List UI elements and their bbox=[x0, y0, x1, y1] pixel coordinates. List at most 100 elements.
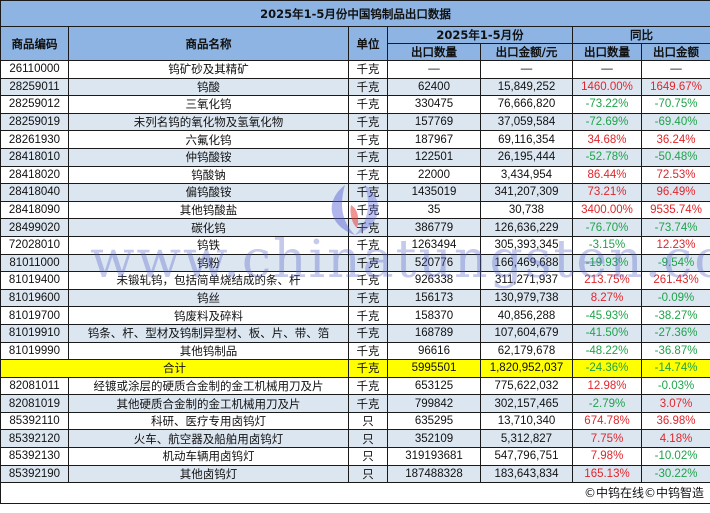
cell-qty: 386779 bbox=[387, 218, 481, 237]
total-unit: 千克 bbox=[348, 359, 388, 378]
cell-qty: 352109 bbox=[387, 429, 481, 449]
cell-qty: 319193681 bbox=[387, 447, 481, 466]
cell-amount: — bbox=[480, 60, 573, 79]
cell-name: 碳化钨 bbox=[68, 218, 349, 237]
total-amount: 1,820,952,037 bbox=[480, 359, 573, 378]
cell-code: 81011000 bbox=[0, 253, 69, 273]
total-row: 合计 千克 5995501 1,820,952,037 -24.36% -14.… bbox=[0, 359, 710, 378]
table-row: 81019910 钨条、杆、型材及钨制异型材、板、片、带、箔 千克 168789 107… bbox=[0, 323, 710, 343]
cell-code: 28418020 bbox=[0, 165, 69, 185]
cell-yoy-amount: 3.07% bbox=[640, 394, 710, 413]
cell-yoy-qty: 86.44% bbox=[572, 165, 642, 185]
cell-yoy-qty: -3.15% bbox=[572, 235, 642, 255]
table-title: 2025年1-5月份中国钨制品出口数据 bbox=[0, 0, 710, 27]
cell-amount: 76,666,820 bbox=[480, 95, 573, 114]
cell-unit: 千克 bbox=[348, 253, 388, 273]
cell-qty: — bbox=[387, 60, 481, 79]
cell-name: 钨粉 bbox=[68, 253, 349, 273]
cell-code: 85392190 bbox=[0, 464, 69, 484]
table-row: 85392110 科研、医疗专用卤钨灯只 635295 13,710,340 674.7… bbox=[0, 411, 710, 431]
cell-name: 钨条、杆、型材及钨制异型材、板、片、带、箔 bbox=[68, 323, 349, 343]
table-body-products: 26110000 钨矿砂及其精矿 千克 — — — —28259011 钨酸 千克 62400 15… bbox=[0, 60, 710, 361]
cell-name: 机动车辆用卤钨灯 bbox=[68, 447, 349, 466]
cell-code: 85392130 bbox=[0, 447, 69, 466]
cell-yoy-qty: -2.79% bbox=[572, 394, 642, 413]
cell-qty: 653125 bbox=[387, 376, 481, 396]
table-row: 28259019 未列名钨的氧化物及氢氧化物 千克 157769 37,059,584-… bbox=[0, 112, 710, 132]
cell-amount: 183,643,834 bbox=[480, 464, 573, 484]
cell-qty: 156173 bbox=[387, 288, 481, 308]
cell-yoy-amount: -69.40% bbox=[640, 112, 710, 132]
cell-code: 85392120 bbox=[0, 429, 69, 449]
cell-code: 28418090 bbox=[0, 200, 69, 220]
cell-yoy-amount: 261.43% bbox=[640, 271, 710, 290]
header-amount: 出口金额/元 bbox=[480, 43, 573, 61]
cell-amount: 5,312,827 bbox=[480, 429, 573, 449]
cell-name: 其他钨制品 bbox=[68, 341, 349, 361]
cell-amount: 30,738 bbox=[480, 200, 573, 220]
cell-amount: 311,271,937 bbox=[480, 271, 573, 290]
cell-yoy-amount: 36.98% bbox=[640, 411, 710, 431]
cell-amount: 130,979,738 bbox=[480, 288, 573, 308]
cell-unit: 千克 bbox=[348, 60, 388, 79]
cell-code: 28259019 bbox=[0, 112, 69, 132]
cell-yoy-qty: 8.27% bbox=[572, 288, 642, 308]
cell-yoy-amount: 4.18% bbox=[640, 429, 710, 449]
cell-unit: 千克 bbox=[348, 218, 388, 237]
table-row: 81019700 钨废料及碎料 千克 158370 40,856,288 -45.93% -… bbox=[0, 306, 710, 325]
table-row: 28261930 六氟化钨 千克 187967 69,116,354 34.68% 36.2… bbox=[0, 130, 710, 149]
cell-amount: 547,796,751 bbox=[480, 447, 573, 466]
cell-yoy-qty: -48.22% bbox=[572, 341, 642, 361]
cell-yoy-qty: 3400.00% bbox=[572, 200, 642, 220]
cell-amount: 3,434,954 bbox=[480, 165, 573, 185]
table-row: 81019600 钨丝 千克 156173 130,979,738 8.27% -0.09% bbox=[0, 288, 710, 308]
cell-code: 28261930 bbox=[0, 130, 69, 149]
cell-amount: 305,393,345 bbox=[480, 235, 573, 255]
cell-qty: 168789 bbox=[387, 323, 481, 343]
cell-yoy-qty: 34.68% bbox=[572, 130, 642, 149]
cell-yoy-amount: 9535.74% bbox=[640, 200, 710, 220]
cell-qty: 926338 bbox=[387, 271, 481, 290]
cell-yoy-amount: -36.87% bbox=[640, 341, 710, 361]
header-unit: 单位 bbox=[348, 26, 388, 61]
cell-yoy-amount: -50.48% bbox=[640, 147, 710, 167]
cell-code: 26110000 bbox=[0, 60, 69, 79]
cell-amount: 302,157,465 bbox=[480, 394, 573, 413]
cell-code: 82081019 bbox=[0, 394, 69, 413]
table-row: 72028010 钨铁 千克 1263494 305,393,345 -3.15% 12.2… bbox=[0, 235, 710, 255]
cell-unit: 千克 bbox=[348, 77, 388, 97]
cell-code: 81019910 bbox=[0, 323, 69, 343]
cell-amount: 126,636,229 bbox=[480, 218, 573, 237]
header-period: 2025年1-5月份 bbox=[387, 26, 573, 44]
cell-name: 其他钨酸盐 bbox=[68, 200, 349, 220]
cell-name: 未锻轧钨，包括简单烧结成的条、杆 bbox=[68, 271, 349, 290]
cell-qty: 35 bbox=[387, 200, 481, 220]
cell-yoy-qty: 1460.00% bbox=[572, 77, 642, 97]
cell-yoy-amount: -38.27% bbox=[640, 306, 710, 325]
header-yoy: 同比 bbox=[571, 26, 710, 44]
table-row: 85392190 其他卤钨灯只 187488328 183,643,834 165.13… bbox=[0, 464, 710, 484]
cell-qty: 187488328 bbox=[387, 464, 481, 484]
cell-unit: 只 bbox=[348, 447, 388, 466]
cell-code: 28418040 bbox=[0, 183, 69, 202]
table-row: 28418010 仲钨酸铵 千克 122501 26,195,444 -52.78% -50… bbox=[0, 147, 710, 167]
cell-unit: 千克 bbox=[348, 394, 388, 413]
cell-code: 82081011 bbox=[0, 376, 69, 396]
cell-name: 三氧化钨 bbox=[68, 95, 349, 114]
header-yoy-amount: 出口金额 bbox=[640, 43, 710, 61]
cell-qty: 122501 bbox=[387, 147, 481, 167]
cell-name: 仲钨酸铵 bbox=[68, 147, 349, 167]
cell-unit: 千克 bbox=[348, 376, 388, 396]
cell-unit: 千克 bbox=[348, 288, 388, 308]
cell-name: 科研、医疗专用卤钨灯 bbox=[68, 411, 349, 431]
cell-name: 钨丝 bbox=[68, 288, 349, 308]
cell-code: 81019990 bbox=[0, 341, 69, 361]
cell-name: 钨铁 bbox=[68, 235, 349, 255]
cell-qty: 158370 bbox=[387, 306, 481, 325]
cell-name: 钨矿砂及其精矿 bbox=[68, 60, 349, 79]
cell-yoy-qty: -52.78% bbox=[572, 147, 642, 167]
cell-qty: 22000 bbox=[387, 165, 481, 185]
copyright-footer: ©中钨在线©中钨智造 bbox=[0, 482, 710, 505]
cell-qty: 96616 bbox=[387, 341, 481, 361]
